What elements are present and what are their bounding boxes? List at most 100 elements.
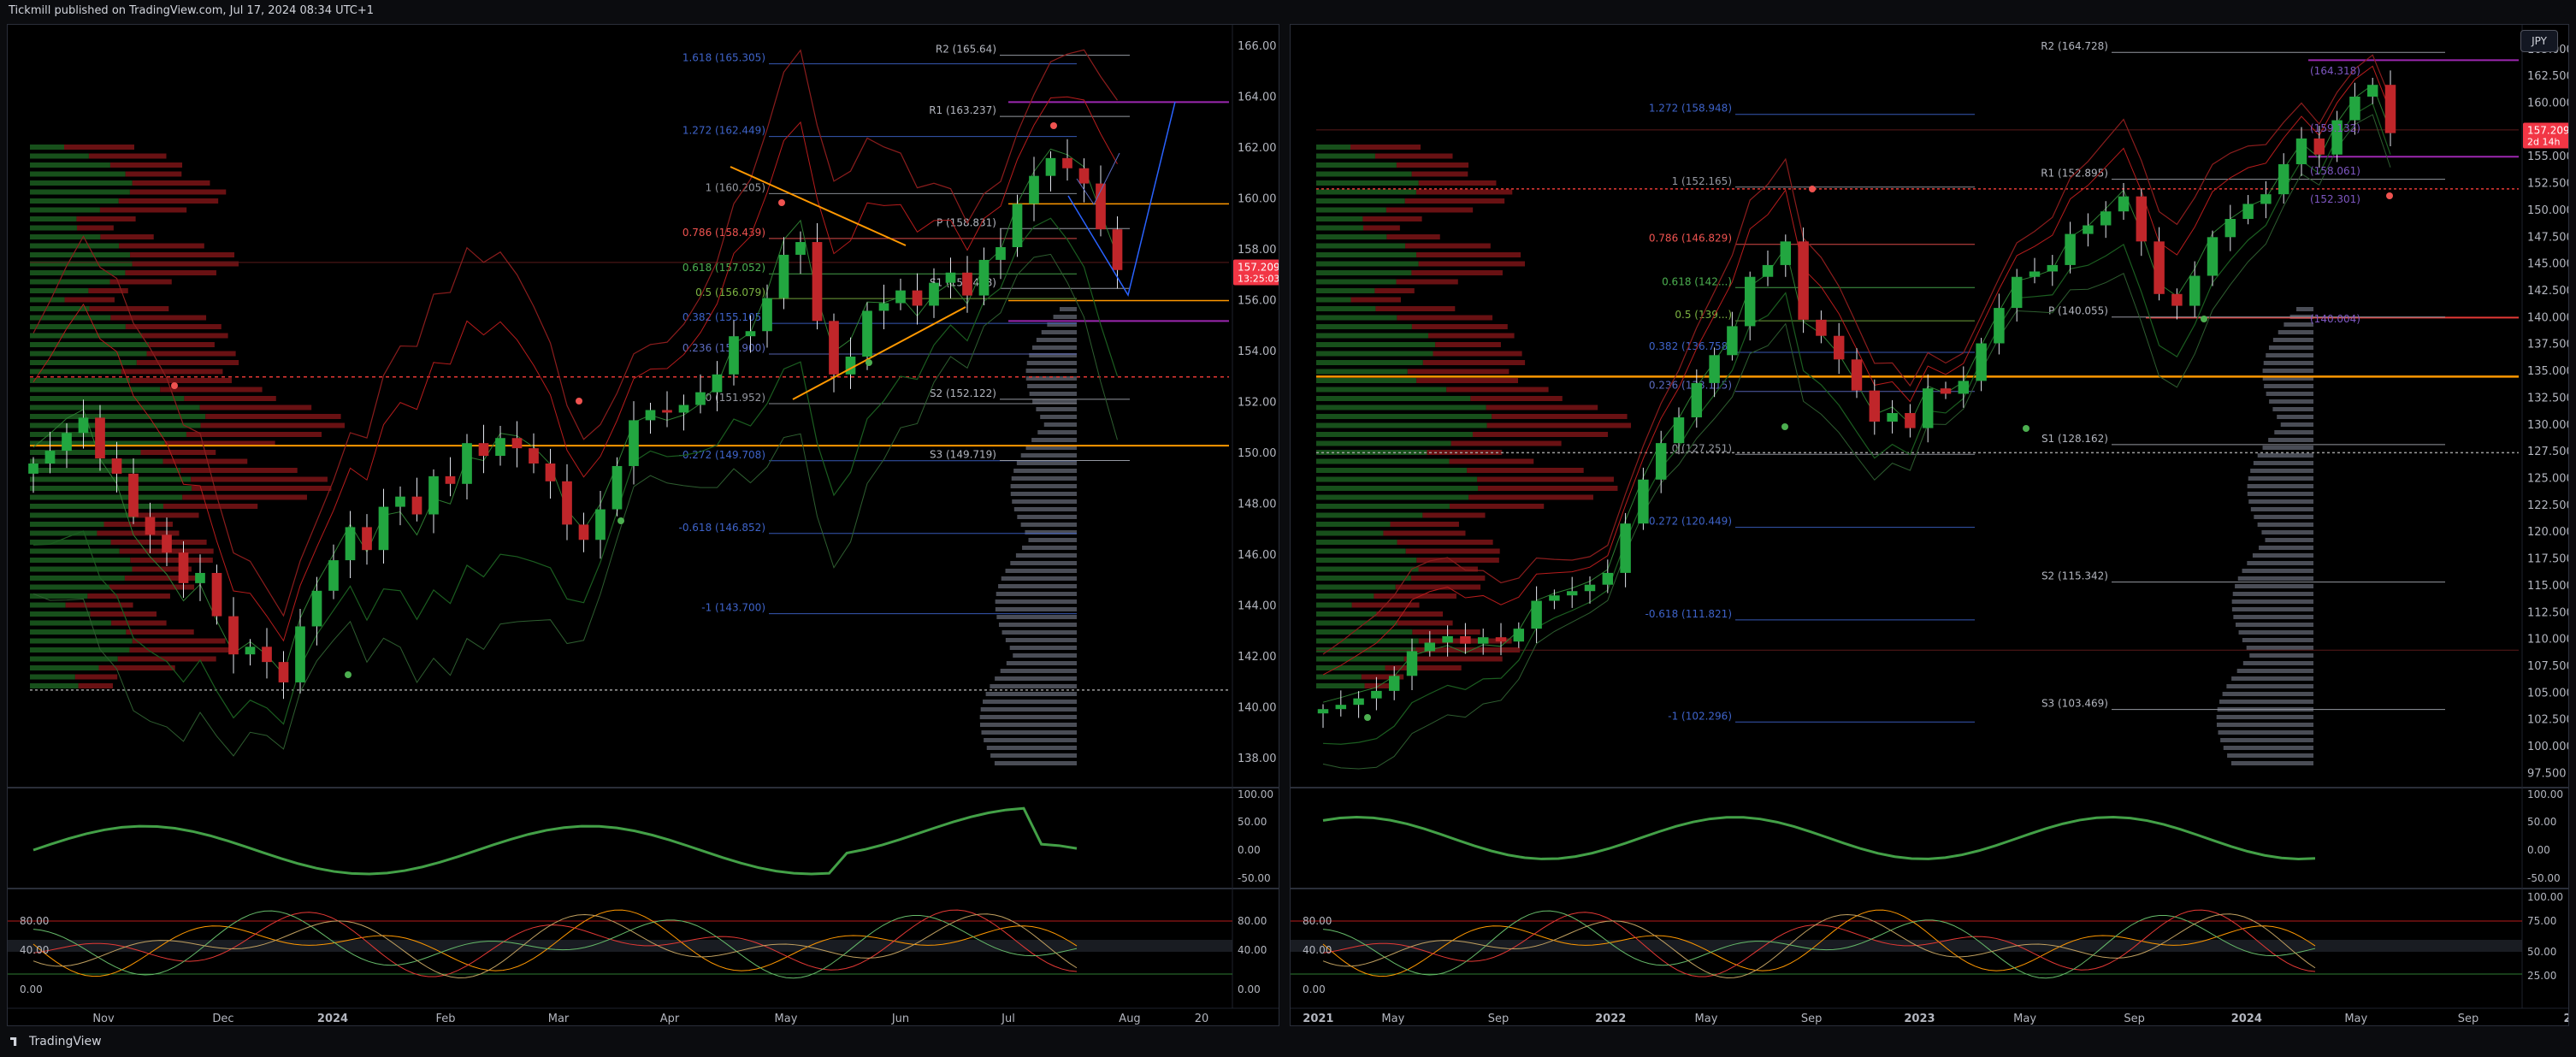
volume-profile-bar bbox=[1316, 261, 1419, 267]
candle-body bbox=[395, 496, 405, 507]
volume-profile-bar bbox=[2231, 607, 2313, 611]
volume-profile-bar bbox=[2248, 476, 2313, 481]
volume-profile-bar bbox=[162, 458, 248, 464]
volume-profile-bar bbox=[1316, 306, 1376, 311]
volume-profile-bar bbox=[1492, 414, 1628, 419]
volume-profile-bar bbox=[1467, 468, 1584, 473]
volume-profile-bar bbox=[30, 638, 133, 644]
time-axis-tick: Jul bbox=[1001, 1013, 1015, 1025]
volume-profile-bar bbox=[1316, 279, 1397, 285]
candle-body bbox=[2189, 275, 2201, 306]
volume-profile-bar bbox=[87, 593, 170, 599]
volume-profile-bar bbox=[1362, 216, 1422, 221]
volume-profile-bar bbox=[1416, 252, 1521, 257]
fib-level-label: 1.618 (165.305) bbox=[682, 52, 765, 64]
last-price-value: 157.209 bbox=[1238, 262, 1279, 274]
volume-profile-bar bbox=[1316, 153, 1375, 159]
candle-body bbox=[478, 443, 489, 457]
volume-profile-bar bbox=[30, 360, 137, 365]
rsi-right-tick: 50.00 bbox=[2527, 946, 2556, 958]
pivot-level-label: S2 (152.122) bbox=[930, 387, 996, 399]
candle-body bbox=[545, 463, 556, 481]
pivot-right-tag: (164.318) bbox=[2310, 65, 2360, 77]
candle-body bbox=[1922, 388, 1934, 428]
fib-level-label: 1.272 (162.449) bbox=[682, 125, 765, 137]
stochastic-line bbox=[32, 909, 1078, 977]
projection-path bbox=[1067, 101, 1176, 297]
volume-profile-bar bbox=[109, 162, 183, 168]
fib-level-label: 0.618 (142...) bbox=[1662, 275, 1732, 287]
volume-profile-bar bbox=[1316, 683, 1365, 688]
pivot-right-tag: (158.061) bbox=[2310, 165, 2360, 177]
volume-profile-bar bbox=[30, 576, 125, 581]
price-axis-tick: 120.000 bbox=[2527, 526, 2568, 539]
volume-profile-bar bbox=[2296, 307, 2313, 311]
left-chart-svg[interactable]: 1.618 (165.305) 1.272 (162.449) 1 (160.205… bbox=[8, 25, 1279, 1025]
volume-profile-bar bbox=[2262, 369, 2313, 373]
momentum-line bbox=[32, 806, 1078, 876]
volume-profile-bar bbox=[182, 494, 307, 500]
stochastic-line bbox=[32, 913, 1078, 978]
volume-profile-bar bbox=[2250, 507, 2313, 511]
volume-profile-bar bbox=[2250, 469, 2313, 473]
right-chart-svg[interactable]: 1.618 (167.575)1.272 (158.948)1 (152.165… bbox=[1291, 25, 2568, 1025]
candle-body bbox=[328, 560, 339, 591]
volume-profile-bar bbox=[1032, 399, 1077, 404]
right-chart-pane[interactable]: 1.618 (167.575)1.272 (158.948)1 (152.165… bbox=[1290, 24, 2569, 1026]
time-axis-tick: May bbox=[1695, 1013, 1718, 1025]
volume-profile-bar bbox=[990, 753, 1077, 758]
candle-body bbox=[278, 662, 289, 682]
pivot-right-tag: (159.132) bbox=[2310, 122, 2360, 134]
volume-profile-bar bbox=[125, 171, 182, 177]
fib-level-label: 0.618 (157.052) bbox=[682, 262, 765, 274]
volume-profile-bar bbox=[2231, 676, 2313, 681]
price-axis-tick: 110.000 bbox=[2527, 634, 2568, 647]
volume-profile-bar bbox=[1374, 153, 1453, 159]
volume-profile-bar bbox=[30, 404, 200, 410]
fib-level-label: 1 (160.205) bbox=[706, 181, 765, 193]
volume-profile-bar bbox=[2253, 461, 2313, 465]
volume-profile-bar bbox=[2254, 515, 2313, 519]
volume-profile-bar bbox=[2277, 415, 2313, 419]
pivot-level-label: S2 (115.342) bbox=[2041, 570, 2108, 582]
volume-profile-bar bbox=[2247, 561, 2313, 565]
volume-profile-bar bbox=[2259, 546, 2313, 550]
volume-profile-bar bbox=[64, 297, 115, 303]
candle-body bbox=[2349, 97, 2360, 121]
price-axis-tick: 145.000 bbox=[2527, 258, 2568, 271]
volume-profile-bar bbox=[1405, 243, 1491, 249]
volume-profile-bar bbox=[2268, 345, 2313, 350]
volume-profile-bar bbox=[1446, 387, 1549, 393]
volume-profile-bar bbox=[1316, 180, 1419, 186]
candle-body bbox=[295, 626, 305, 682]
volume-profile-bar bbox=[30, 306, 90, 311]
candle-body bbox=[2331, 120, 2343, 155]
volume-profile-bar bbox=[1449, 504, 1545, 509]
volume-profile-bar bbox=[2274, 430, 2313, 434]
volume-profile-bar bbox=[64, 145, 134, 150]
candle-body bbox=[1887, 413, 1898, 422]
volume-profile-bar bbox=[30, 593, 88, 599]
left-chart-pane[interactable]: 1.618 (165.305) 1.272 (162.449) 1 (160.205… bbox=[7, 24, 1279, 1026]
candle-body bbox=[1317, 709, 1329, 714]
volume-profile-bar bbox=[30, 665, 99, 670]
currency-button[interactable]: JPY bbox=[2520, 30, 2558, 52]
tradingview-brand[interactable]: TradingView bbox=[10, 1035, 102, 1048]
volume-profile-bar bbox=[1316, 530, 1384, 536]
swing-dot bbox=[2386, 192, 2393, 199]
volume-profile-bar bbox=[1010, 492, 1077, 496]
volume-profile-bar bbox=[30, 566, 133, 572]
volume-profile-bar bbox=[1316, 216, 1363, 221]
candle-body bbox=[1727, 326, 1738, 356]
volume-profile-bar bbox=[1316, 504, 1450, 509]
candle-body bbox=[1045, 157, 1056, 176]
volume-profile-bar bbox=[30, 180, 133, 186]
volume-profile-bar bbox=[1316, 162, 1397, 168]
candle-body bbox=[812, 242, 823, 322]
volume-profile-bar bbox=[30, 647, 130, 653]
price-axis-tick: 137.500 bbox=[2527, 339, 2568, 351]
volume-profile-bar bbox=[1316, 189, 1416, 195]
time-axis-tick: Jun bbox=[891, 1013, 909, 1025]
volume-profile-bar bbox=[1040, 415, 1077, 419]
volume-profile-bar bbox=[90, 611, 157, 617]
